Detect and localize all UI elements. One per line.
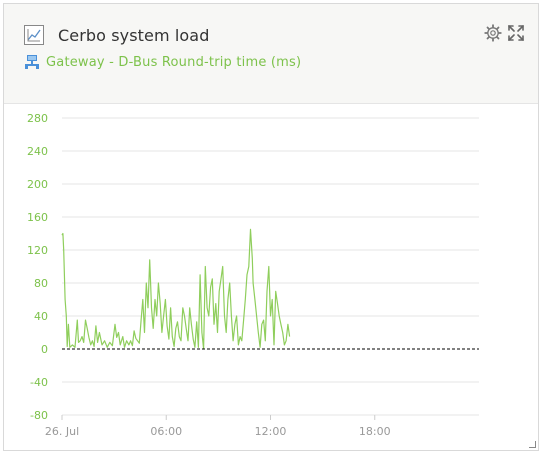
y-tick-label: 120 (27, 244, 48, 257)
x-tick-label: 26. Jul (45, 425, 79, 438)
series-label: Gateway - D-Bus Round-trip time (ms) (46, 54, 302, 70)
resize-handle[interactable] (529, 441, 536, 448)
y-tick-label: 0 (41, 343, 48, 356)
y-tick-label: 280 (27, 112, 48, 125)
widget-card: Cerbo system load (3, 3, 539, 451)
y-tick-label: 200 (27, 178, 48, 191)
y-tick-label: -80 (30, 409, 48, 422)
x-tick-label: 12:00 (255, 425, 287, 438)
x-tick-label: 18:00 (359, 425, 391, 438)
widget-header: Cerbo system load (4, 4, 538, 104)
expand-icon[interactable] (507, 24, 525, 42)
chart-area: 280 240 200 160 120 80 40 0 -40 -80 26. Jul 06:00 12… (4, 104, 540, 452)
widget-title: Cerbo system load (58, 26, 210, 45)
line-chart-icon (24, 25, 44, 45)
y-tick-label: 40 (34, 310, 48, 323)
y-tick-label: 240 (27, 145, 48, 158)
line-chart: 280 240 200 160 120 80 40 0 -40 -80 26. Jul 06:00 12… (27, 112, 479, 438)
y-tick-label: 80 (34, 277, 48, 290)
series-line (61, 228, 291, 350)
gear-icon[interactable] (484, 24, 502, 42)
y-tick-label: 160 (27, 211, 48, 224)
y-tick-label: -40 (30, 376, 48, 389)
network-icon (25, 55, 39, 69)
x-tick-label: 06:00 (150, 425, 182, 438)
series-link[interactable]: Gateway - D-Bus Round-trip time (ms) (24, 54, 301, 70)
